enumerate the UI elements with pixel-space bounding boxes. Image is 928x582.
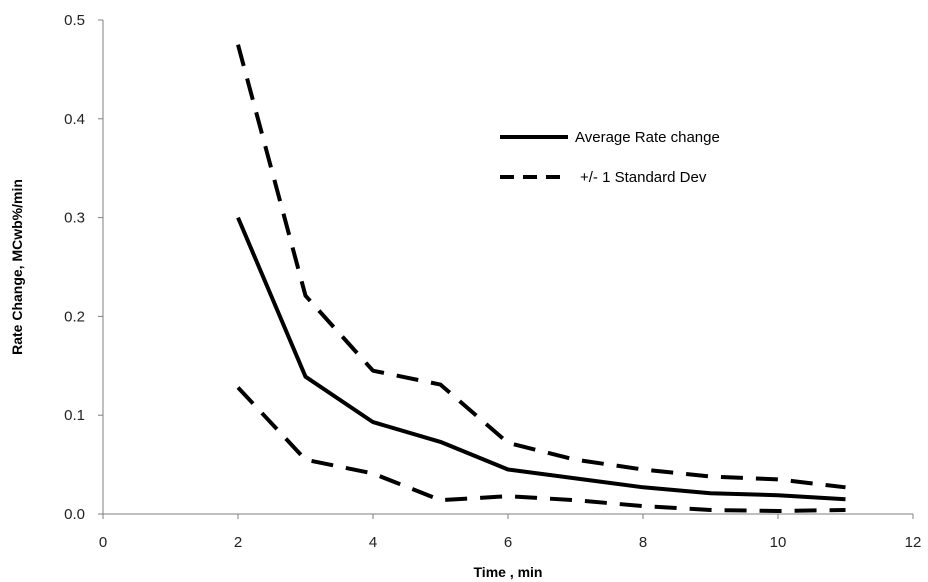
legend: Average Rate change +/- 1 Standard Dev <box>500 129 720 186</box>
legend-label-average: Average Rate change <box>575 129 720 146</box>
x-axis-title: Time , min <box>474 564 543 580</box>
y-tick-label: 0.2 <box>64 308 85 325</box>
x-tick-label: 6 <box>504 534 512 551</box>
series-line-std-dev-lower <box>236 386 846 513</box>
x-tick-label: 2 <box>234 534 242 551</box>
y-tick-label: 0.4 <box>64 111 85 128</box>
y-tick-label: 0.5 <box>64 12 85 29</box>
x-tick-label: 8 <box>639 534 647 551</box>
x-tick-label: 10 <box>770 534 787 551</box>
y-tick-label: 0.3 <box>64 210 85 227</box>
series-lines <box>236 44 846 513</box>
y-axis-title: Rate Change, MCwb%/min <box>9 179 25 355</box>
x-tick-label: 0 <box>99 534 107 551</box>
axes <box>102 20 913 515</box>
y-tick-label: 0.1 <box>64 407 85 424</box>
y-tick-label: 0.0 <box>64 506 85 523</box>
x-tick-label: 4 <box>369 534 377 551</box>
series-line-average <box>236 216 846 502</box>
x-tick-label: 12 <box>905 534 922 551</box>
tick-marks: 0.0 0.1 0.2 0.3 0.4 0.5 0 2 4 6 8 10 12 <box>64 12 921 551</box>
series-line-std-dev-upper <box>236 44 846 490</box>
legend-label-std-dev: +/- 1 Standard Dev <box>580 169 707 186</box>
